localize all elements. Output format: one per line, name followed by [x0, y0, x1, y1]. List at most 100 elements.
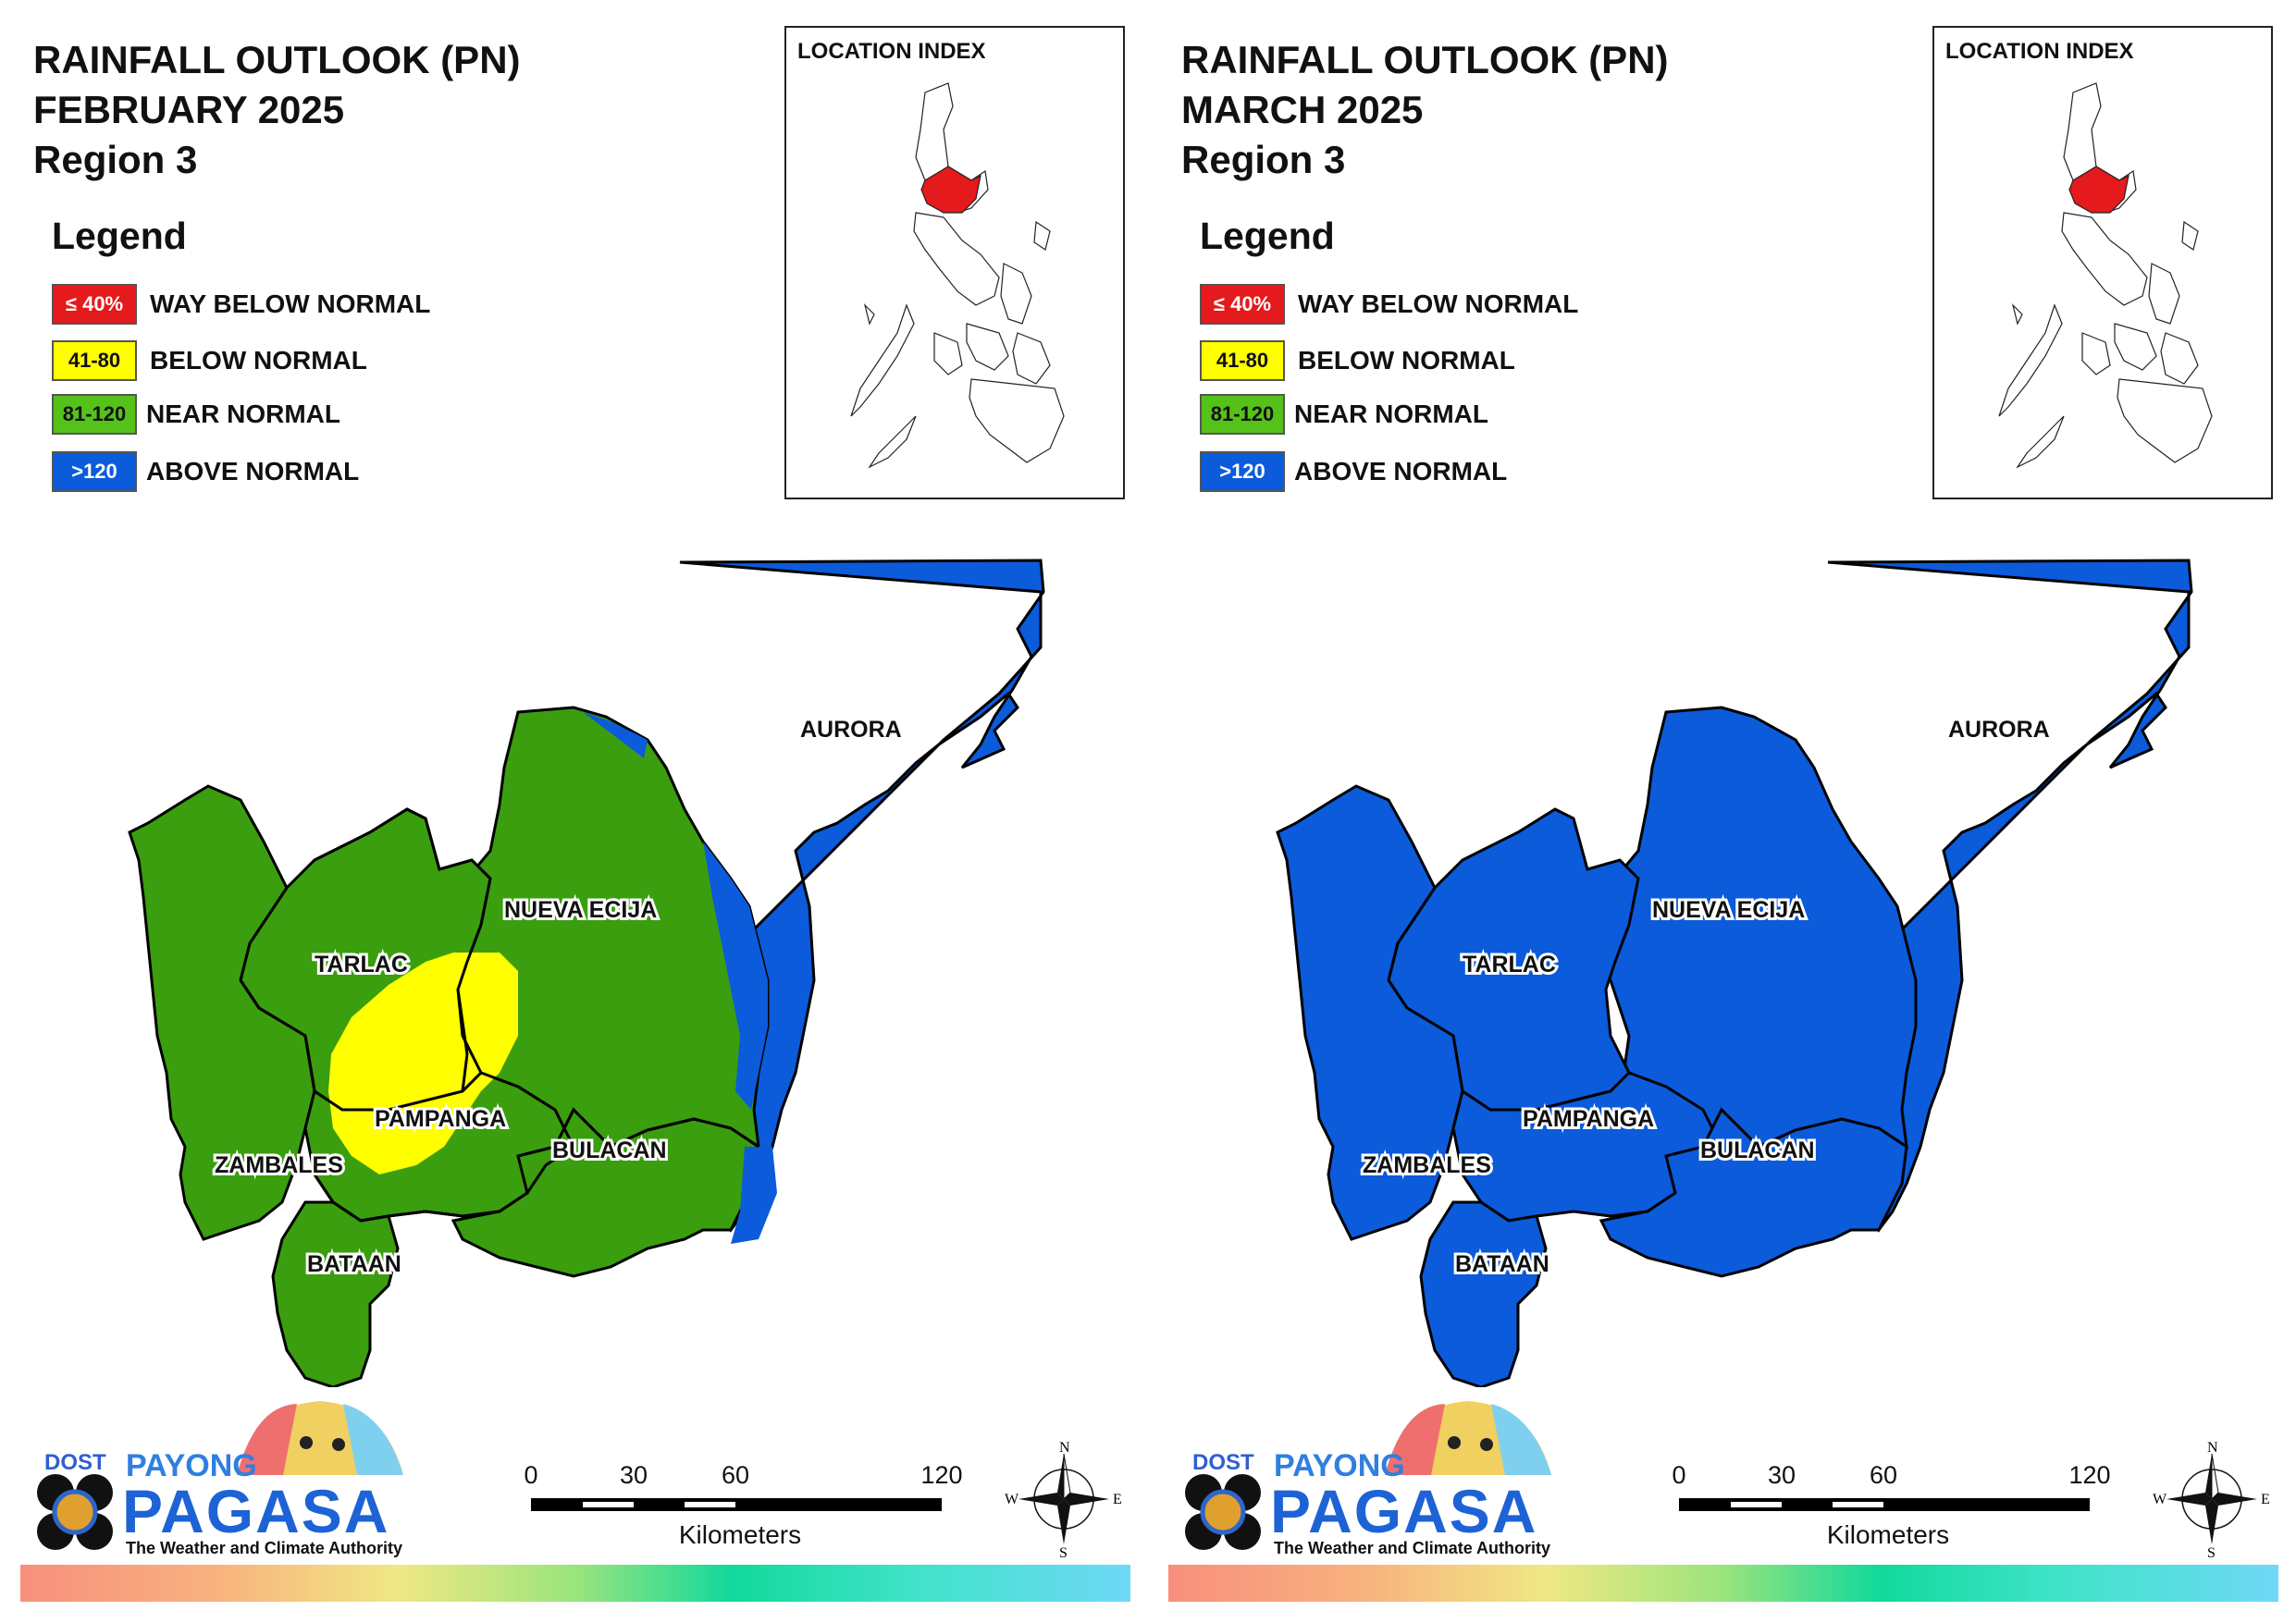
label-nueva-ecija: NUEVA ECIJA	[1652, 897, 1805, 923]
legend-label: ABOVE NORMAL	[1294, 457, 1508, 486]
legend-label: WAY BELOW NORMAL	[1298, 289, 1579, 318]
legend-swatch: >120	[1200, 451, 1285, 492]
legend-swatch: 41-80	[52, 340, 137, 381]
legend-item-way-below: ≤ 40% WAY BELOW NORMAL	[1200, 282, 1578, 326]
scale-bar: 0 30 60 120 Kilometers	[524, 1461, 962, 1554]
compass-s: S	[1059, 1545, 1068, 1559]
legend-item-near: 81-120 NEAR NORMAL	[52, 392, 340, 436]
logo-tagline: The Weather and Climate Authority	[126, 1539, 403, 1557]
title-line-2: FEBRUARY 2025	[33, 88, 345, 131]
legend-swatch: 81-120	[52, 394, 137, 435]
panel-february: RAINFALL OUTLOOK (PN) FEBRUARY 2025 Regi…	[20, 26, 1130, 1602]
scale-bar-graphic	[1679, 1498, 2090, 1511]
logo-dost-text: DOST	[44, 1450, 106, 1475]
region-bataan	[271, 1200, 400, 1387]
legend-item-above: >120 ABOVE NORMAL	[1200, 449, 1507, 494]
region-nueva-ecija-east-above	[583, 712, 768, 1110]
region3-rainfall-map: AURORA NUEVA ECIJA TARLAC PAMPANGA BULAC…	[1276, 559, 2193, 1387]
legend-label: NEAR NORMAL	[1294, 400, 1488, 428]
label-pampanga: PAMPANGA	[1523, 1106, 1654, 1132]
title-line-2: MARCH 2025	[1181, 88, 1424, 131]
compass-n: N	[2207, 1440, 2218, 1456]
payong-pagasa-logo: DOST PAYONG PAGASA The Weather and Clima…	[1181, 1387, 1551, 1563]
legend-swatch: >120	[52, 451, 137, 492]
dost-pagasa-seal-icon	[37, 1474, 113, 1550]
scale-unit: Kilometers	[1826, 1520, 1950, 1549]
label-bataan: BATAAN	[1455, 1251, 1549, 1277]
scale-tick: 60	[721, 1461, 750, 1489]
region3-rainfall-map: AURORA NUEVA ECIJA TARLAC PAMPANGA BULAC…	[128, 559, 1045, 1387]
compass-w: W	[1005, 1492, 1019, 1507]
panel-march: RAINFALL OUTLOOK (PN) MARCH 2025 Region …	[1148, 0, 2296, 1623]
region-zambales	[1276, 784, 1464, 1241]
compass-rose-icon: N S W E	[1005, 1440, 1122, 1559]
legend-item-way-below: ≤ 40% WAY BELOW NORMAL	[52, 282, 430, 326]
compass-n: N	[1059, 1440, 1070, 1456]
scale-tick: 120	[920, 1461, 963, 1489]
scale-tick: 0	[524, 1461, 538, 1489]
inset-title: LOCATION INDEX	[1945, 39, 2134, 64]
legend-label: NEAR NORMAL	[146, 400, 340, 428]
legend-item-below: 41-80 BELOW NORMAL	[52, 338, 367, 383]
logo-pagasa-text: PAGASA	[122, 1477, 390, 1545]
label-nueva-ecija: NUEVA ECIJA	[504, 897, 657, 923]
scale-bar-graphic	[531, 1498, 942, 1511]
label-aurora: AURORA	[1948, 717, 2050, 743]
legend-swatch: 41-80	[1200, 340, 1285, 381]
scale-tick: 120	[2068, 1461, 2111, 1489]
label-bataan: BATAAN	[307, 1251, 401, 1277]
payong-pagasa-logo: DOST PAYONG PAGASA The Weather and Clima…	[33, 1387, 403, 1563]
region-central-below-normal	[328, 953, 518, 1174]
logo-dost-text: DOST	[1192, 1450, 1254, 1475]
inset-title: LOCATION INDEX	[797, 39, 986, 64]
compass-e: E	[2261, 1492, 2270, 1507]
legend-item-near: 81-120 NEAR NORMAL	[1200, 392, 1488, 436]
philippines-outline-map	[850, 82, 1065, 469]
compass-s: S	[2207, 1545, 2216, 1559]
legend-swatch: ≤ 40%	[52, 284, 137, 325]
label-aurora: AURORA	[800, 717, 902, 743]
title-line-1: RAINFALL OUTLOOK (PN)	[33, 38, 521, 81]
title-line-3: Region 3	[33, 138, 198, 181]
label-tarlac: TARLAC	[1463, 952, 1556, 977]
scale-tick: 0	[1672, 1461, 1686, 1489]
scale-tick: 30	[619, 1461, 648, 1489]
legend-label: BELOW NORMAL	[150, 346, 367, 375]
title-line-1: RAINFALL OUTLOOK (PN)	[1181, 38, 1669, 81]
region-bulacan-east-above	[731, 1147, 777, 1244]
scale-tick: 30	[1767, 1461, 1796, 1489]
map-title: RAINFALL OUTLOOK (PN) FEBRUARY 2025 Regi…	[33, 35, 521, 185]
map-title: RAINFALL OUTLOOK (PN) MARCH 2025 Region …	[1181, 35, 1669, 185]
label-bulacan: BULACAN	[552, 1137, 667, 1163]
compass-w: W	[2153, 1492, 2167, 1507]
label-zambales: ZAMBALES	[215, 1152, 343, 1178]
legend-label: WAY BELOW NORMAL	[150, 289, 431, 318]
compass-e: E	[1113, 1492, 1122, 1507]
philippines-outline-map	[1998, 82, 2213, 469]
region-zambales	[128, 784, 316, 1241]
label-tarlac: TARLAC	[315, 952, 408, 977]
logo-payong-text: PAYONG	[126, 1448, 257, 1483]
logo-payong-text: PAYONG	[1274, 1448, 1405, 1483]
legend-item-below: 41-80 BELOW NORMAL	[1200, 338, 1515, 383]
compass-rose-icon: N S W E	[2153, 1440, 2270, 1559]
legend-label: ABOVE NORMAL	[146, 457, 360, 486]
footer-gradient-stripe	[1168, 1565, 2278, 1602]
legend-swatch: 81-120	[1200, 394, 1285, 435]
umbrella-logo-icon	[1385, 1401, 1551, 1475]
legend-swatch: ≤ 40%	[1200, 284, 1285, 325]
legend-title: Legend	[1200, 215, 1335, 257]
logo-pagasa-text: PAGASA	[1270, 1477, 1538, 1545]
scale-tick: 60	[1869, 1461, 1898, 1489]
dost-pagasa-seal-icon	[1185, 1474, 1261, 1550]
legend-item-above: >120 ABOVE NORMAL	[52, 449, 359, 494]
label-bulacan: BULACAN	[1700, 1137, 1815, 1163]
region-bulacan	[1599, 1107, 1908, 1278]
scale-bar: 0 30 60 120 Kilometers	[1672, 1461, 2110, 1554]
title-line-3: Region 3	[1181, 138, 1346, 181]
location-index-inset: LOCATION INDEX	[784, 26, 1125, 499]
legend-label: BELOW NORMAL	[1298, 346, 1515, 375]
umbrella-logo-icon	[237, 1401, 403, 1475]
location-index-inset: LOCATION INDEX	[1932, 26, 2273, 499]
region-bataan	[1419, 1200, 1548, 1387]
